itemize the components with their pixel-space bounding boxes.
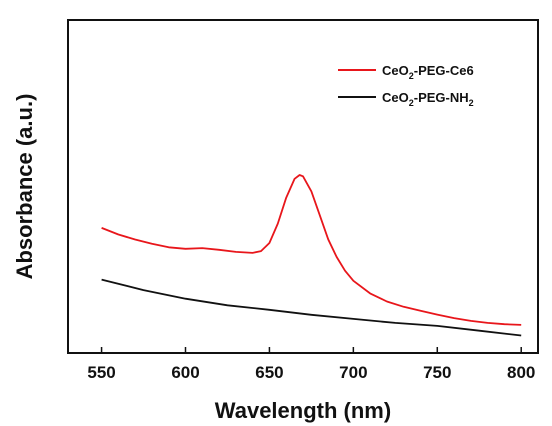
legend-label: CeO2-PEG-NH2 bbox=[382, 90, 474, 108]
x-tick-label: 750 bbox=[423, 363, 451, 382]
x-tick-label: 800 bbox=[507, 363, 535, 382]
series-line-ceo2-peg-nh2 bbox=[101, 278, 522, 337]
x-axis-ticks: 550 600 650 700 750 800 bbox=[87, 347, 535, 382]
y-axis-title: Absorbance (a.u.) bbox=[12, 94, 37, 280]
legend-subscript: 2 bbox=[409, 98, 414, 108]
series-line-ceo2-peg-ce6 bbox=[101, 174, 522, 326]
legend-subscript: 2 bbox=[409, 71, 414, 81]
legend-text-part: CeO bbox=[382, 90, 409, 105]
legend-text-part: -PEG-NH bbox=[414, 90, 469, 105]
legend-label: CeO2-PEG-Ce6 bbox=[382, 63, 474, 81]
legend-text-part: -PEG-Ce6 bbox=[414, 63, 474, 78]
x-axis-title: Wavelength (nm) bbox=[215, 398, 391, 423]
legend-subscript: 2 bbox=[469, 98, 474, 108]
legend-text-part: CeO bbox=[382, 63, 409, 78]
x-tick-label: 550 bbox=[87, 363, 115, 382]
x-tick-label: 650 bbox=[255, 363, 283, 382]
plot-frame bbox=[67, 19, 539, 354]
series-layer bbox=[101, 174, 522, 337]
x-tick-label: 700 bbox=[339, 363, 367, 382]
x-tick-label: 600 bbox=[171, 363, 199, 382]
